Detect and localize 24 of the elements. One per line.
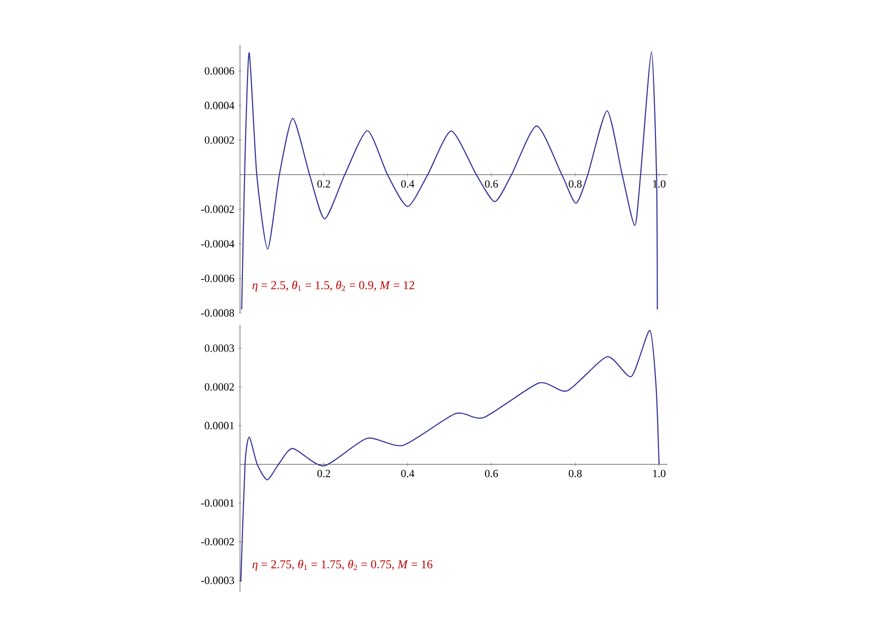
y-tick-label: 0.0002 — [204, 136, 234, 144]
x-tick-label: 0.8 — [568, 180, 582, 188]
y-tick-label: -0.0002 — [201, 206, 234, 213]
y-tick-label: -0.0008 — [201, 309, 234, 317]
x-tick-label: 0.2 — [317, 470, 330, 478]
x-tick-label: 1.0 — [653, 470, 666, 478]
x-tick-label: 0.4 — [401, 470, 414, 478]
x-tick-label: 0.2 — [317, 180, 330, 188]
y-tick-label: -0.0004 — [201, 240, 234, 248]
y-tick-label: -0.0003 — [201, 576, 234, 584]
y-tick-label: -0.0001 — [201, 499, 234, 507]
x-tick-label: 0.8 — [568, 470, 582, 478]
y-tick-label: 0.0003 — [204, 344, 234, 352]
text: η = 2.75, θ$_{1}$ = 1.75, θ$_{2}$ = 0.75, M = 16 — [252, 560, 432, 571]
x-tick-label: 0.4 — [401, 180, 414, 188]
x-tick-label: 0.6 — [484, 180, 498, 188]
x-tick-label: 0.6 — [484, 470, 498, 478]
y-tick-label: -0.0006 — [201, 274, 234, 282]
y-tick-label: 0.0004 — [204, 102, 234, 110]
y-tick-label: 0.0006 — [204, 67, 234, 75]
y-tick-label: -0.0002 — [201, 538, 234, 546]
y-tick-label: 0.0002 — [204, 383, 234, 391]
y-tick-label: 0.0001 — [204, 422, 234, 430]
text: η = 2.5, θ$_{1}$ = 1.5, θ$_{2}$ = 0.9, M = 12 — [252, 280, 414, 292]
